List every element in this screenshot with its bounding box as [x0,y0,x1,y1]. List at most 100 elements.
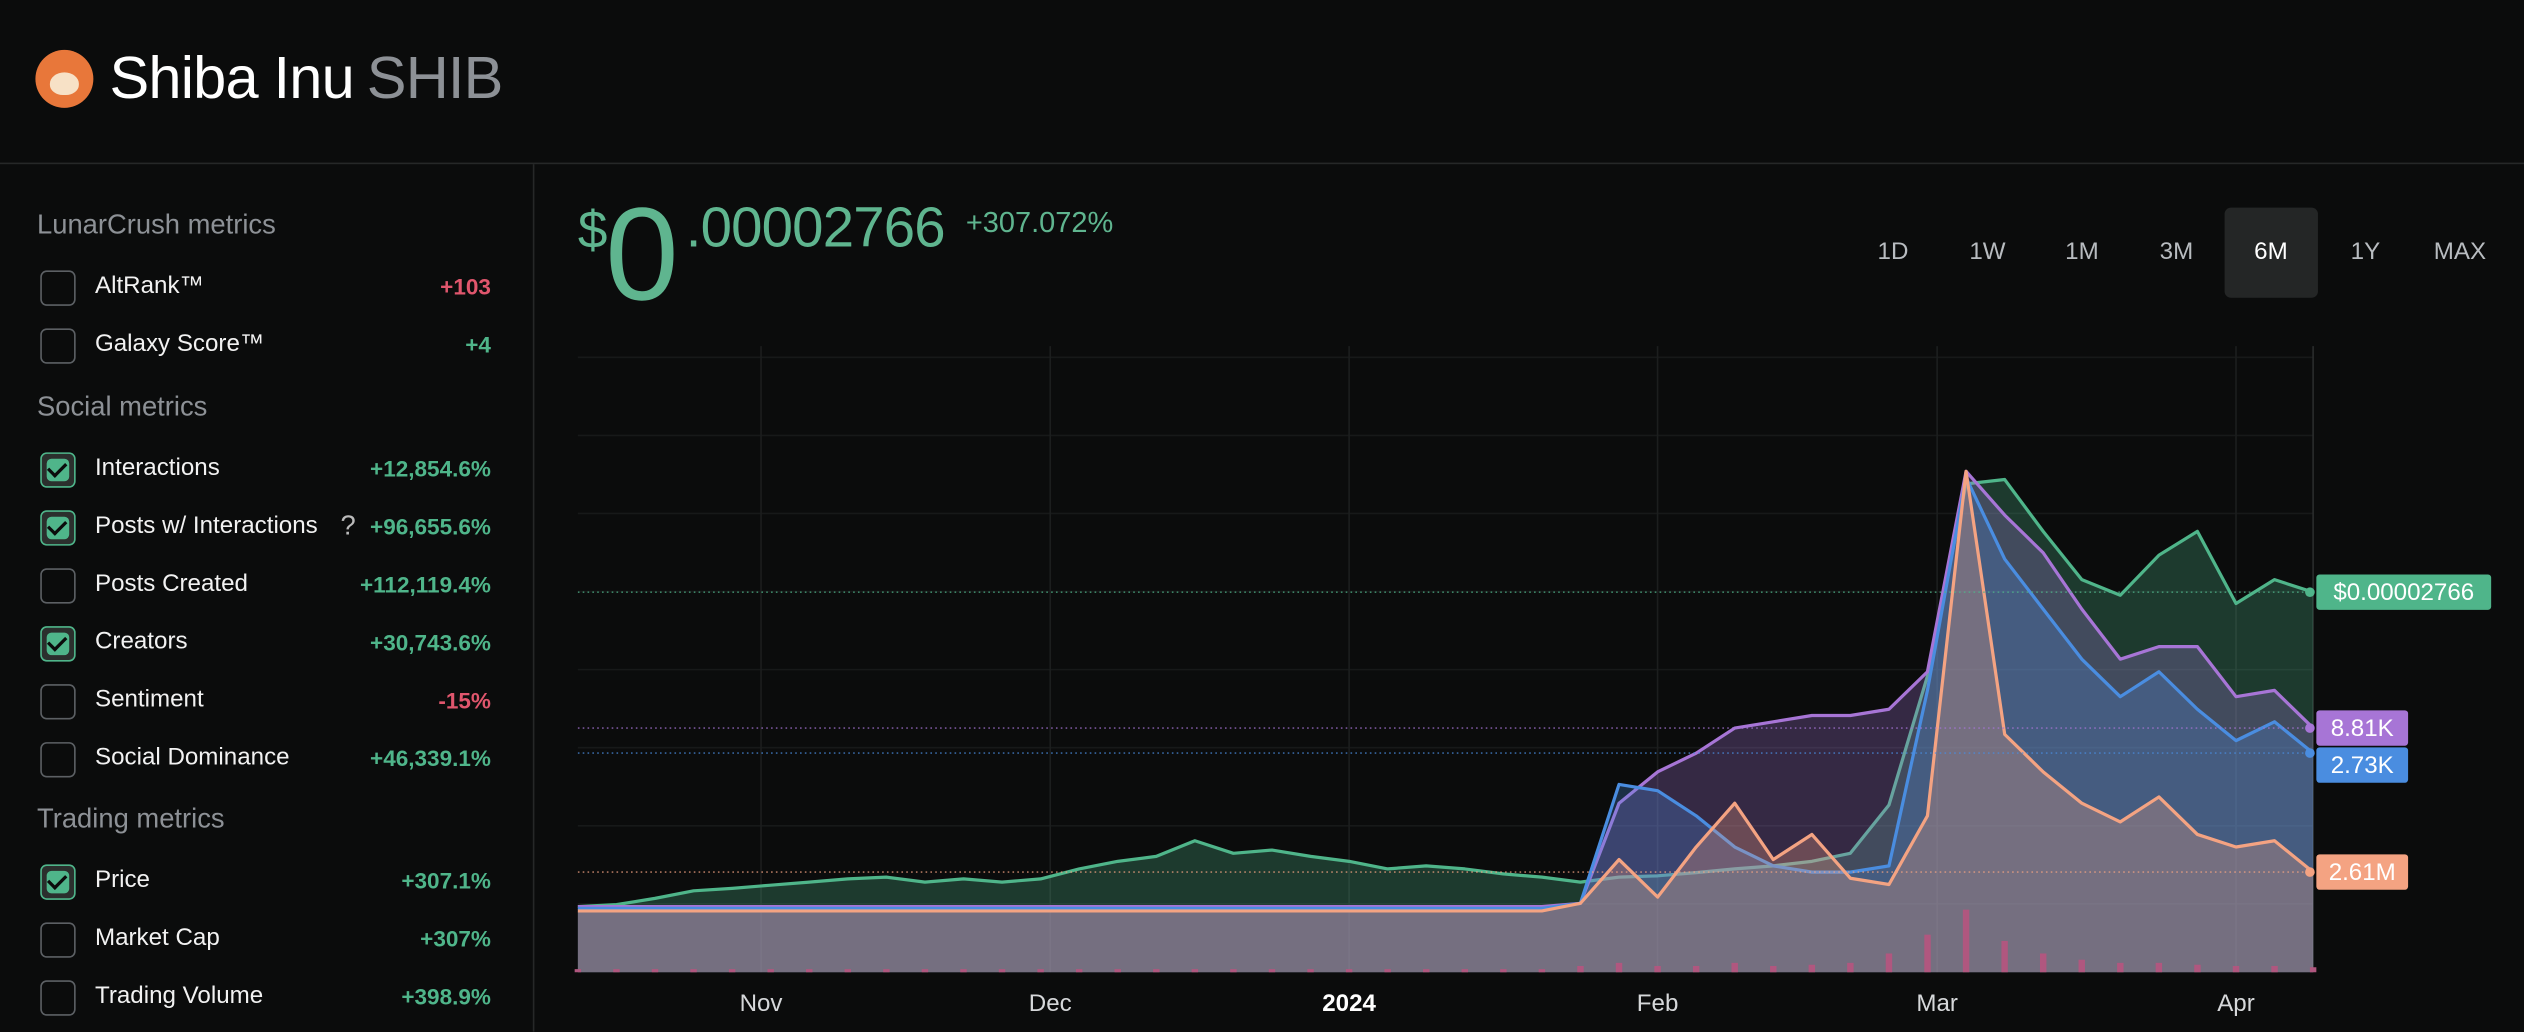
coin-ticker: SHIB [366,45,504,112]
volume-bar [1114,969,1121,973]
price-currency: $ [577,199,608,260]
metric-row[interactable]: Interactions +12,854.6% [40,452,491,491]
value-tag-label: $0.00002766 [2333,579,2474,606]
metric-label: Creators [94,627,188,656]
volume-bar [1924,934,1931,973]
metric-label: Posts Created [94,569,248,598]
metric-checkbox[interactable] [40,922,76,958]
metric-checkbox[interactable] [40,626,76,662]
x-tick-label: Nov [740,990,783,1017]
help-icon[interactable]: ? [340,510,356,541]
metric-checkbox[interactable] [40,742,76,778]
coin-title: Shiba Inu SHIB [109,45,504,113]
last-value-dot [2305,748,2315,758]
last-value-dot [2305,587,2315,597]
metric-change: +112,119.4% [359,571,491,598]
metric-row[interactable]: Social Dominance +46,339.1% [40,742,491,781]
range-button[interactable]: 1Y [2350,238,2381,266]
metric-checkbox[interactable] [40,980,76,1016]
last-value-dot [2305,723,2315,733]
range-button[interactable]: 1W [1969,238,2006,266]
area-fill [577,477,2314,973]
volume-bar [1345,969,1353,973]
volume-bar [1654,965,1661,973]
volume-bar [998,969,1006,973]
metric-checkbox[interactable] [40,328,76,364]
header: Shiba Inu SHIB [0,0,2524,165]
section-title: Trading metrics [37,803,225,834]
volume-bar [1962,909,1970,973]
metric-checkbox[interactable] [40,270,76,306]
metric-row[interactable]: Sentiment -15% [40,684,491,723]
volume-bar [1500,969,1507,973]
range-button[interactable]: 3M [2159,238,2194,266]
metric-checkbox[interactable] [40,510,76,546]
range-button[interactable]: MAX [2433,238,2487,266]
coin-name: Shiba Inu [109,45,354,112]
range-button[interactable]: 1D [1877,238,1909,266]
metric-label: Market Cap [94,923,220,952]
price-integer: 0 [605,181,678,329]
coin-logo [35,49,94,108]
series-line [577,469,2315,909]
metric-row[interactable]: AltRank™ +103 [40,270,491,309]
section-title: LunarCrush metrics [37,209,276,240]
value-tag [2316,574,2492,610]
volume-bar [2078,959,2085,973]
metric-change: +12,854.6% [370,455,491,482]
volume-bar [574,969,582,973]
x-tick-label: 2024 [1322,990,1376,1017]
x-tick-label: Feb [1637,990,1679,1017]
volume-bar [1808,964,1816,973]
metric-row[interactable]: Creators +30,743.6% [40,626,491,665]
metric-label: Price [94,866,151,894]
value-tag [2316,854,2409,890]
volume-bar [1384,969,1391,973]
area-fill [577,479,2314,973]
volume-bar [1230,969,1237,973]
volume-bar [1731,962,1738,973]
area-fill [577,471,2314,973]
volume-bar [2194,964,2201,973]
series-line [577,477,2314,909]
value-tag [2316,710,2409,746]
volume-bar [1770,965,1777,973]
metric-change: -15% [438,687,491,714]
metric-checkbox[interactable] [40,684,76,720]
volume-bar [1423,969,1430,973]
metric-row[interactable]: Trading Volume +398.9% [40,980,491,1019]
price-decimals: .00002766 [685,196,946,260]
metric-label: Galaxy Score™ [94,329,265,358]
metric-row[interactable]: Posts w/ Interactions? +96,655.6% [40,510,491,549]
metric-change: +96,655.6% [370,513,491,540]
metric-change: +307% [420,925,491,952]
volume-bar [1268,969,1276,973]
metric-row[interactable]: Price +307.1% [40,864,491,903]
series-line [577,475,2315,910]
range-button[interactable]: 1M [2065,238,2099,266]
volume-bar [613,969,620,973]
metric-row[interactable]: Market Cap +307% [40,922,491,961]
volume-bar [1307,969,1314,973]
volume-bar [1037,969,1044,973]
metric-checkbox[interactable] [40,864,76,900]
volume-bar [1577,965,1584,973]
metric-checkbox[interactable] [40,568,76,604]
metric-checkbox[interactable] [40,452,76,488]
volume-bar [1692,965,1700,973]
metric-label: Sentiment [94,685,204,714]
x-tick-label: Mar [1916,990,1958,1017]
range-button[interactable]: 6M [2224,207,2318,298]
volume-bar [883,969,890,973]
last-value-dot [2305,867,2315,877]
metric-row[interactable]: Galaxy Score™ +4 [40,328,491,367]
metric-label: Social Dominance [94,743,290,772]
series-line [577,469,2315,913]
metric-change: +307.1% [401,867,491,894]
volume-bar [728,969,736,973]
volume-bar [1075,969,1083,973]
metric-row[interactable]: Posts Created +112,119.4% [40,568,491,607]
volume-bar [1847,962,1854,973]
